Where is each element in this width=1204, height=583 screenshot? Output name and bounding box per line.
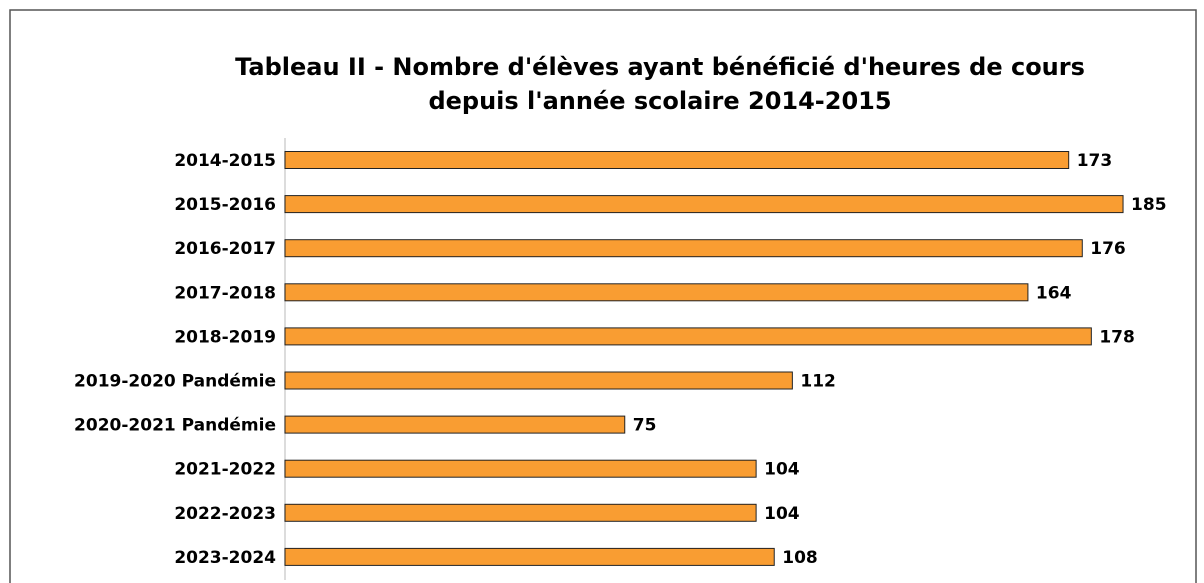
value-label: 104 xyxy=(764,504,800,524)
chart-title: depuis l'année scolaire 2014-2015 xyxy=(428,87,891,115)
value-label: 164 xyxy=(1036,283,1072,303)
bar xyxy=(284,239,1083,258)
bar xyxy=(284,327,1092,346)
value-label: 104 xyxy=(764,460,800,480)
y-tick-label: 2023-2024 xyxy=(174,548,276,568)
value-label: 185 xyxy=(1131,195,1167,215)
y-tick-label: 2018-2019 xyxy=(174,327,276,347)
value-label: 176 xyxy=(1090,239,1126,259)
y-tick-label: 2016-2017 xyxy=(174,239,276,259)
value-label: 112 xyxy=(800,372,836,392)
bar xyxy=(284,459,757,478)
y-tick-label: 2015-2016 xyxy=(174,195,276,215)
bar xyxy=(284,547,775,566)
value-label: 173 xyxy=(1077,151,1113,171)
chart-title: Tableau II - Nombre d'élèves ayant bénéf… xyxy=(235,53,1085,81)
bar xyxy=(284,371,793,390)
bar xyxy=(284,503,757,522)
bar xyxy=(284,195,1124,214)
bar xyxy=(284,283,1029,302)
y-tick-label: 2017-2018 xyxy=(174,283,276,303)
bar xyxy=(284,151,1070,169)
value-label: 75 xyxy=(633,416,657,436)
y-tick-label: 2019-2020 Pandémie xyxy=(74,372,276,392)
value-label: 178 xyxy=(1099,327,1135,347)
y-tick-label: 2022-2023 xyxy=(174,504,276,524)
value-label: 108 xyxy=(782,548,818,568)
y-tick-label: 2021-2022 xyxy=(174,460,276,480)
y-tick-label: 2014-2015 xyxy=(174,151,276,171)
y-tick-label: 2020-2021 Pandémie xyxy=(74,416,276,436)
bar xyxy=(284,415,626,434)
